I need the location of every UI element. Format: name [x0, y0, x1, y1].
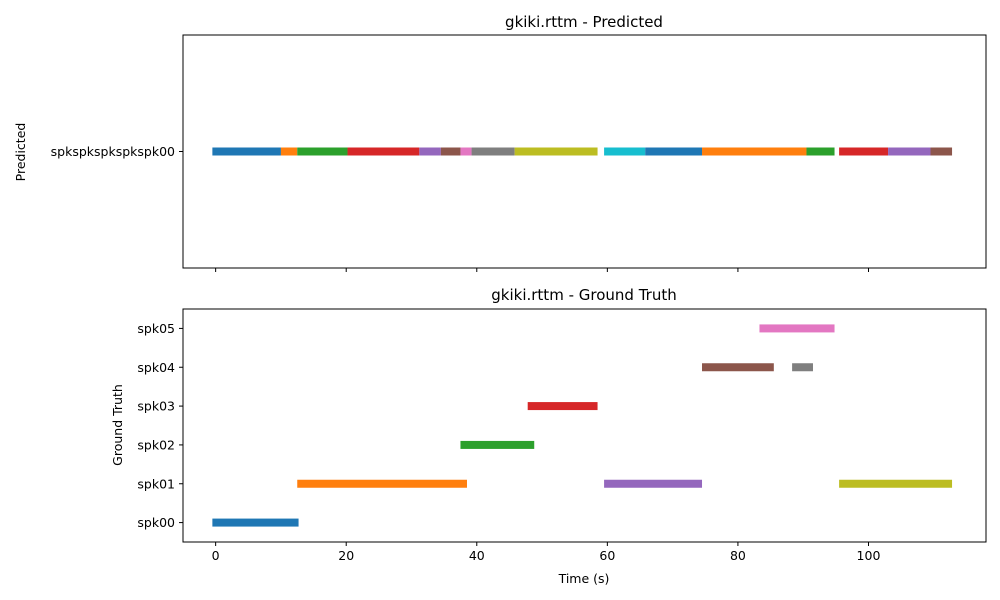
ground-truth-x-tick-label: 80	[730, 548, 746, 563]
predicted-axes-frame	[182, 34, 987, 269]
ground-truth-x-tick-label: 20	[338, 548, 354, 563]
ground-truth-segment	[839, 479, 953, 488]
ground-truth-y-tick-label: spk01	[137, 476, 175, 491]
ground-truth-x-tick-label: 100	[857, 548, 881, 563]
ground-truth-y-tick-label: spk04	[137, 360, 175, 375]
predicted-segment	[280, 147, 298, 156]
predicted-segment	[702, 147, 807, 156]
predicted-segment	[839, 147, 889, 156]
predicted-y-tick-label: spkspkspkspkspk00	[51, 144, 175, 159]
ground-truth-segment	[527, 402, 598, 411]
predicted-segment	[604, 147, 646, 156]
ground-truth-y-tick-label: spk00	[137, 515, 175, 530]
predicted-segment	[514, 147, 598, 156]
predicted-segment	[212, 147, 281, 156]
ground-truth-segment	[297, 479, 467, 488]
ground-truth-segment	[460, 440, 535, 449]
ground-truth-x-tick-label: 60	[599, 548, 615, 563]
predicted-chart-title: gkiki.rttm - Predicted	[505, 13, 663, 31]
predicted-segment	[471, 147, 515, 156]
ground-truth-y-tick-label: spk02	[137, 437, 175, 452]
predicted-segment	[888, 147, 931, 156]
ground-truth-segment	[759, 324, 835, 333]
ground-truth-segment	[792, 363, 813, 372]
predicted-segment	[645, 147, 703, 156]
ground-truth-chart-title: gkiki.rttm - Ground Truth	[491, 286, 676, 304]
predicted-y-axis-label: Predicted	[13, 123, 28, 182]
ground-truth-y-tick-label: spk03	[137, 399, 175, 414]
predicted-segment	[297, 147, 348, 156]
predicted-panel: gkiki.rttm - Predicted spkspkspkspkspk00…	[13, 13, 987, 272]
ground-truth-segment	[604, 479, 703, 488]
ground-truth-x-tick-label: 40	[469, 548, 485, 563]
ground-truth-y-tick-label: spk05	[137, 321, 175, 336]
ground-truth-segment	[702, 363, 774, 372]
ground-truth-y-axis-label: Ground Truth	[110, 384, 125, 466]
ground-truth-x-tick-label: 0	[212, 548, 220, 563]
ground-truth-axes-frame	[182, 308, 987, 543]
predicted-segment	[806, 147, 835, 156]
ground-truth-panel: gkiki.rttm - Ground Truth spk00 spk01 spk0…	[110, 286, 987, 586]
predicted-segment	[419, 147, 441, 156]
predicted-segment	[460, 147, 472, 156]
predicted-segment	[930, 147, 953, 156]
ground-truth-segment	[212, 518, 299, 527]
predicted-segment	[440, 147, 461, 156]
predicted-segment	[347, 147, 420, 156]
x-axis-label: Time (s)	[558, 571, 610, 586]
